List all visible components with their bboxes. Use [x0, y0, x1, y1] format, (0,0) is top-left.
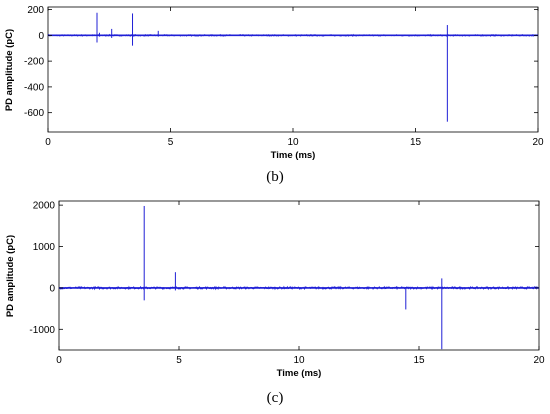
y-tick-label: 1000 — [33, 242, 56, 253]
plot-frame-b — [47, 6, 539, 133]
y-tick-label: 0 — [38, 31, 44, 42]
x-ticks-c: 0 5 10 15 20 — [56, 201, 545, 366]
x-tick-label: 0 — [45, 137, 51, 148]
x-tick-label: 10 — [293, 355, 305, 366]
x-tick-label: 10 — [287, 137, 299, 148]
y-axis-label-b: PD amplitude (pC) — [4, 29, 15, 111]
x-tick-label: 5 — [168, 137, 174, 148]
y-ticks-b: 200 0 -200 -400 -600 — [24, 5, 538, 119]
caption-c: (c) — [267, 390, 284, 406]
y-tick-label: -400 — [24, 82, 44, 93]
x-tick-label: 0 — [56, 355, 62, 366]
caption-b: (b) — [266, 169, 284, 185]
x-tick-label: 20 — [533, 355, 545, 366]
y-tick-label: 0 — [49, 283, 55, 294]
y-tick-label: 200 — [27, 5, 44, 16]
x-tick-label: 5 — [176, 355, 182, 366]
y-tick-label: -1000 — [29, 325, 55, 336]
chart-panel-c: 2000 1000 0 -1000 0 5 10 15 20 Time (ms) PD amp… — [5, 200, 545, 406]
x-tick-label: 15 — [413, 355, 425, 366]
y-axis-label-c: PD amplitude (pC) — [5, 235, 16, 317]
x-ticks-b: 0 5 10 15 20 — [45, 7, 544, 148]
x-tick-label: 15 — [410, 137, 422, 148]
y-tick-label: -600 — [24, 108, 44, 119]
x-tick-label: 20 — [532, 137, 544, 148]
x-axis-label-c: Time (ms) — [277, 368, 322, 379]
x-axis-label-b: Time (ms) — [271, 150, 316, 161]
series-trace-c — [58, 205, 540, 350]
y-tick-label: 2000 — [33, 201, 56, 212]
series-trace-b — [47, 12, 539, 122]
y-ticks-c: 2000 1000 0 -1000 — [29, 201, 539, 336]
plot-frame-c — [58, 200, 540, 351]
chart-panel-b: 200 0 -200 -400 -600 0 5 10 15 20 Time (ms) PD a… — [4, 5, 544, 185]
y-tick-label: -200 — [24, 57, 44, 68]
